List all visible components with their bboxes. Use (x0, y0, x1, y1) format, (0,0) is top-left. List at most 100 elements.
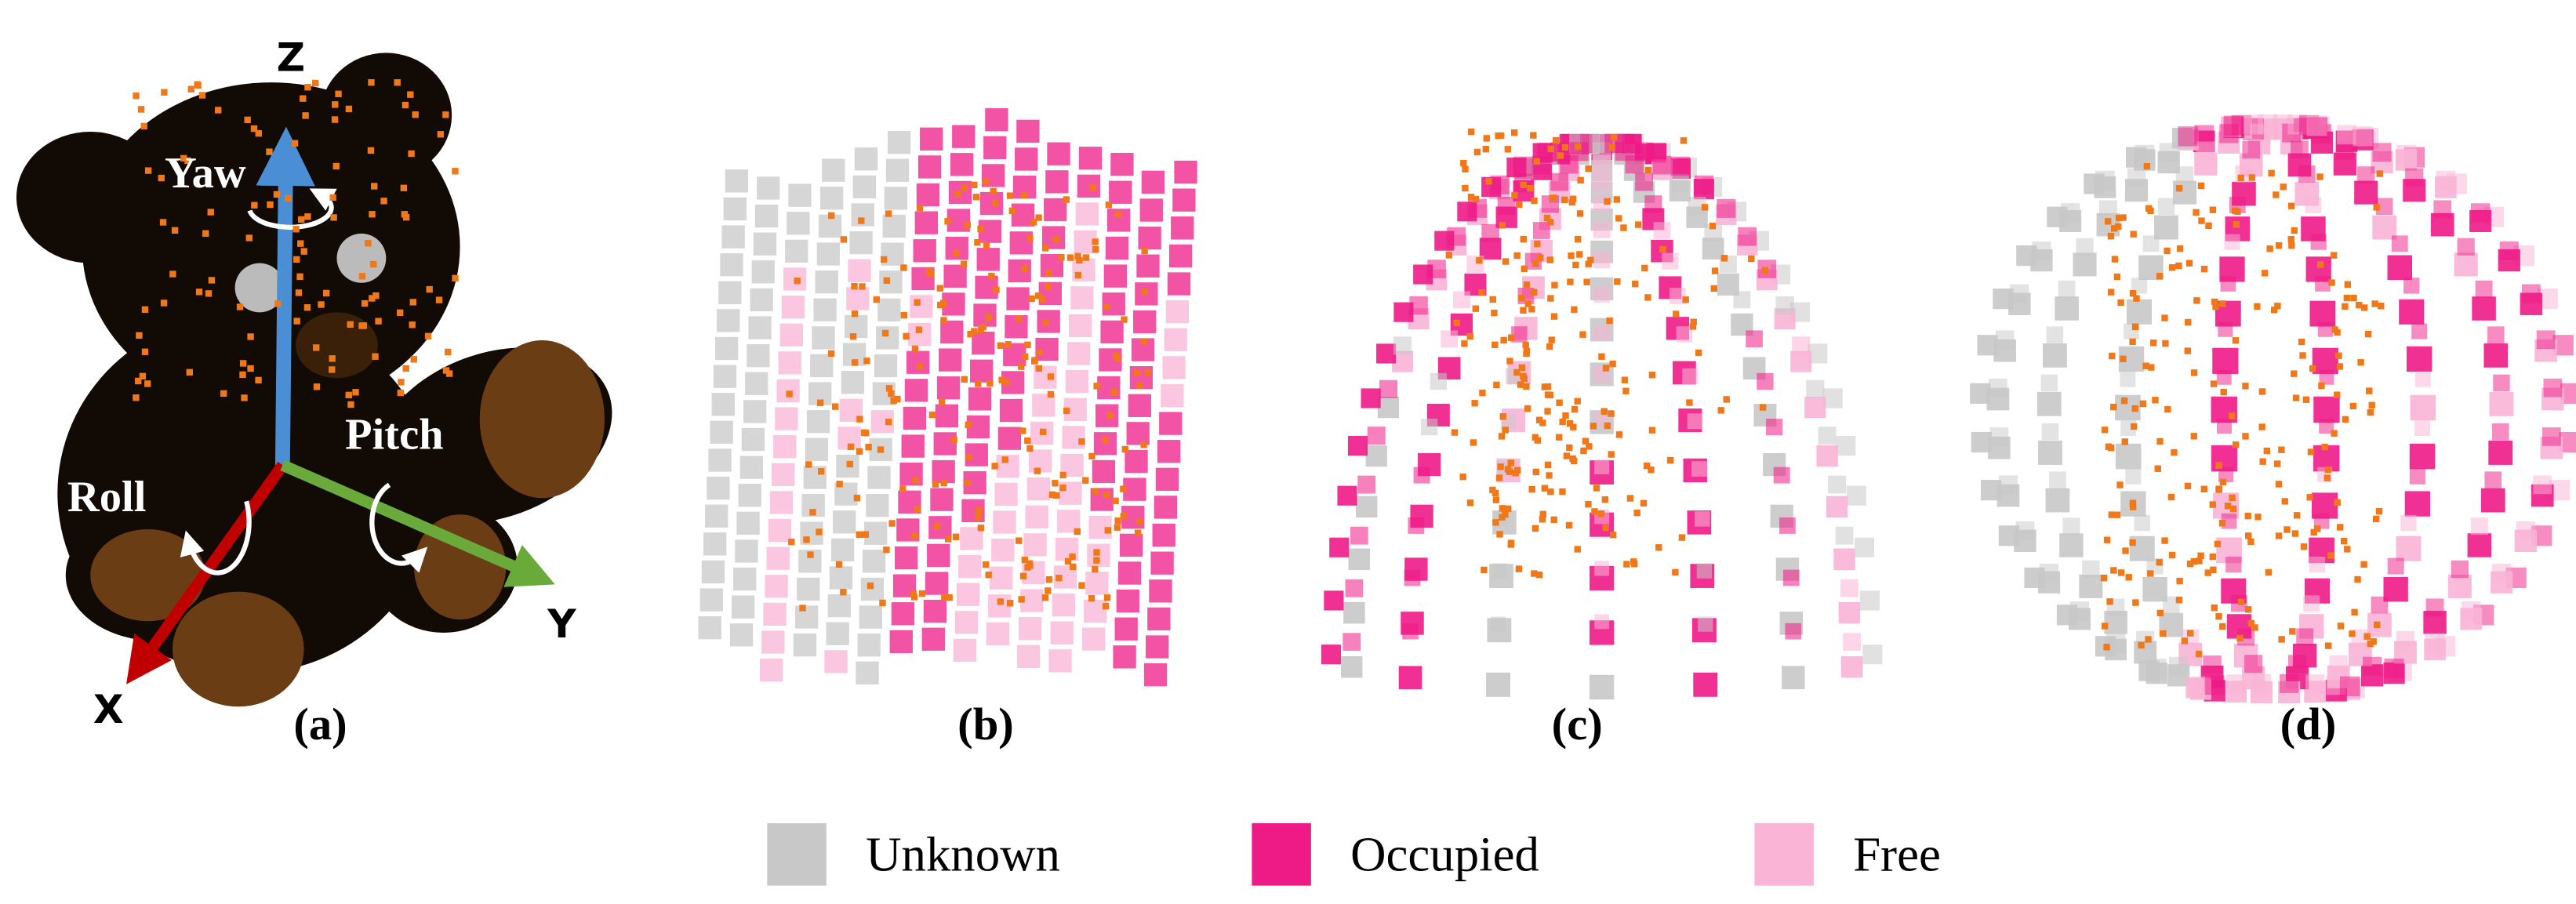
point (2215, 613, 2222, 620)
point (1531, 260, 1539, 267)
point (318, 301, 325, 308)
voxel (1593, 221, 1611, 238)
point (1055, 575, 1063, 582)
voxel (1019, 617, 1042, 641)
point (1495, 474, 1503, 481)
voxel (2309, 556, 2326, 573)
point (856, 416, 863, 423)
voxel (1162, 356, 1186, 379)
voxel (738, 484, 761, 507)
point (2120, 397, 2128, 405)
point (1059, 484, 1066, 492)
point (291, 140, 299, 147)
voxel (1589, 674, 1615, 700)
point (2133, 295, 2140, 302)
point (1019, 427, 1026, 434)
point (141, 348, 149, 355)
point (285, 194, 292, 202)
voxel (997, 427, 1022, 450)
voxel (1361, 388, 1381, 408)
voxel (1035, 337, 1059, 361)
rotation-label: Yaw (165, 149, 246, 198)
point (1468, 128, 1475, 136)
point (2129, 499, 2137, 506)
point (2360, 561, 2367, 568)
point (2370, 638, 2377, 645)
point (408, 150, 415, 158)
point (2237, 598, 2245, 606)
voxel (1635, 172, 1653, 191)
point (1121, 316, 1128, 323)
voxel (736, 511, 760, 536)
voxel (1532, 222, 1550, 239)
point (2218, 519, 2226, 527)
point (2233, 220, 2240, 228)
point (1092, 245, 1099, 253)
voxel (2315, 276, 2331, 292)
voxel (1402, 623, 1419, 640)
point (873, 296, 880, 303)
point (953, 249, 960, 257)
point (2193, 297, 2200, 304)
voxel (2405, 168, 2424, 187)
point (1690, 318, 1697, 325)
point (407, 91, 414, 98)
point (1593, 485, 1600, 492)
voxel (1026, 477, 1051, 501)
voxel (2079, 574, 2103, 598)
voxel (1413, 467, 1430, 484)
voxel (901, 434, 925, 458)
point (1563, 452, 1571, 459)
point (1078, 582, 1085, 589)
point (1496, 531, 1503, 538)
voxel (2059, 533, 2084, 557)
point (135, 377, 142, 385)
point (1114, 517, 1121, 525)
point (1539, 419, 1546, 427)
voxel (2157, 198, 2175, 216)
point (1543, 214, 1551, 222)
point (1016, 315, 1023, 322)
point (1473, 148, 1481, 156)
point (300, 248, 307, 255)
point (195, 289, 203, 296)
voxel (1593, 172, 1611, 191)
point (1644, 294, 1651, 301)
point (1481, 566, 1488, 574)
point (1093, 383, 1100, 390)
voxel (1350, 526, 1368, 545)
point (1045, 283, 1052, 291)
yaw-rotation (247, 188, 337, 230)
voxel (717, 309, 740, 332)
point (1113, 352, 1120, 360)
voxel (1006, 287, 1030, 310)
point (251, 201, 258, 209)
point (2167, 493, 2175, 501)
legend-label: Free (1853, 827, 1941, 882)
point (2343, 294, 2351, 302)
voxel (1340, 655, 1363, 678)
voxel (856, 661, 879, 684)
point (1535, 571, 1543, 579)
voxel (1126, 422, 1150, 445)
legend-swatch (1252, 822, 1311, 886)
voxel (972, 331, 995, 355)
point (1522, 341, 1529, 349)
point (207, 209, 214, 216)
point (1585, 500, 1592, 508)
voxel (2126, 299, 2153, 325)
voxel (895, 546, 918, 570)
voxel (1486, 672, 1511, 697)
point (863, 358, 870, 365)
point (1476, 257, 1483, 264)
point (2268, 169, 2275, 177)
point (1582, 437, 1590, 445)
voxel (846, 287, 870, 310)
voxel (2536, 330, 2556, 350)
point (2263, 447, 2271, 455)
point (967, 331, 974, 338)
point (2232, 337, 2240, 344)
voxel (2447, 574, 2472, 598)
point (1568, 252, 1575, 260)
voxel (766, 546, 790, 570)
